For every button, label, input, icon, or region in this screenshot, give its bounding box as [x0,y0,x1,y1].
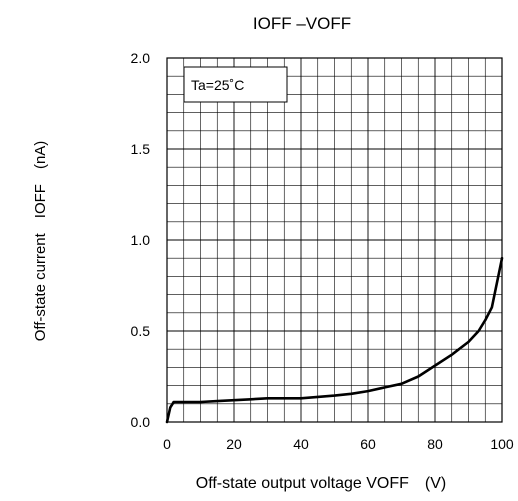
x-axis-label: Off-state output voltage VOFF (V) [196,475,446,492]
y-tick-label: 0.0 [131,414,151,430]
x-tick-label: 40 [293,436,309,452]
series-line [165,256,504,424]
x-tick-labels: 0 20 40 60 80 100 [163,436,514,452]
x-tick-label: 100 [490,436,514,452]
y-tick-labels: 0.0 0.5 1.0 1.5 2.0 [131,50,151,430]
x-tick-label: 80 [427,436,443,452]
y-tick-label: 1.5 [131,141,151,157]
x-tick-label: 0 [163,436,171,452]
y-tick-label: 2.0 [131,50,151,66]
y-tick-label: 0.5 [131,323,151,339]
x-tick-label: 60 [360,436,376,452]
annotation-box [183,66,288,103]
annotation-label: Ta=25˚C [191,77,244,93]
chart-title: IOFF –VOFF [253,14,351,33]
y-axis-label: Off-state current IOFF (nA) [32,141,49,342]
y-tick-label: 1.0 [131,232,151,248]
major-gridlines [167,58,502,422]
x-tick-label: 20 [226,436,242,452]
plot-frame [166,57,503,423]
